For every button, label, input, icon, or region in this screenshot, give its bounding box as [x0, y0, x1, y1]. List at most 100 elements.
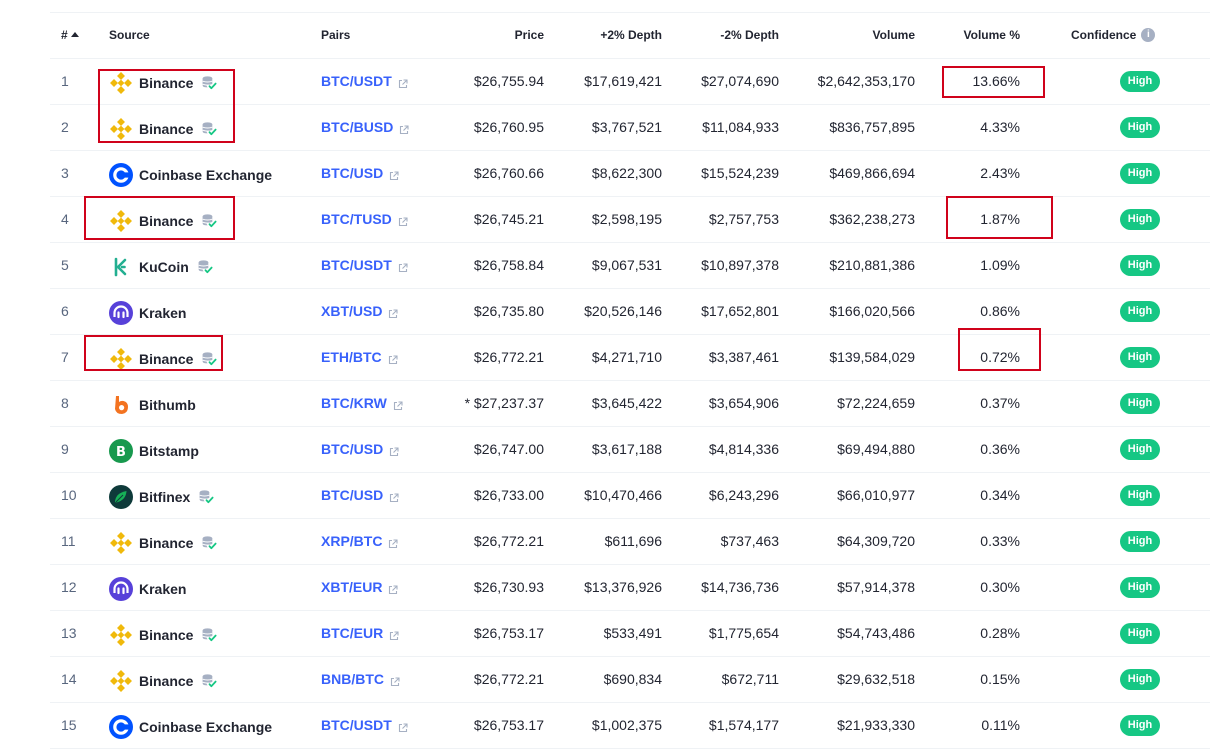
volume-column-header[interactable]: Volume [872, 28, 915, 42]
external-link-icon [389, 168, 399, 181]
pair-link[interactable]: BTC/TUSD [321, 211, 408, 227]
bitstamp-logo: B [109, 439, 133, 463]
confidence-badge: High [1120, 163, 1160, 184]
minus-depth-cell: $17,652,801 [701, 303, 779, 319]
volume-pct-cell: 1.87% [980, 211, 1020, 227]
pair-label: BTC/TUSD [321, 211, 392, 227]
confidence-badge: High [1120, 485, 1160, 506]
table-row: 6 Kraken XBT/USD $26,735.80 $20,526,146 $17,6… [50, 289, 1210, 335]
volume-pct-column-header[interactable]: Volume % [963, 28, 1020, 42]
source-column-header[interactable]: Source [109, 28, 150, 42]
plus-depth-column-header[interactable]: +2% Depth [600, 28, 662, 42]
pair-link[interactable]: BNB/BTC [321, 671, 400, 687]
pair-link[interactable]: XRP/BTC [321, 533, 399, 549]
plus-depth-cell: $3,767,521 [591, 119, 662, 135]
source-cell[interactable]: Binance [109, 347, 217, 371]
pair-label: BNB/BTC [321, 671, 384, 687]
pair-link[interactable]: BTC/KRW [321, 395, 403, 411]
volume-cell: $54,743,486 [837, 625, 915, 641]
plus-depth-cell: $10,470,466 [584, 487, 662, 503]
price-column-header[interactable]: Price [514, 28, 544, 42]
pair-link[interactable]: BTC/USDT [321, 257, 408, 273]
volume-pct-cell: 0.36% [980, 441, 1020, 457]
price-cell: $26,735.80 [473, 303, 544, 319]
pair-label: BTC/USD [321, 441, 384, 457]
source-cell[interactable]: Kraken [109, 301, 186, 325]
volume-cell: $21,933,330 [837, 717, 915, 733]
rank-cell: 7 [61, 349, 69, 365]
pair-link[interactable]: ETH/BTC [321, 349, 398, 365]
pair-link[interactable]: BTC/EUR [321, 625, 399, 641]
source-cell[interactable]: KuCoin [109, 255, 213, 279]
pair-link[interactable]: BTC/USDT [321, 717, 408, 733]
rank-cell: 10 [61, 487, 77, 503]
source-cell[interactable]: Bithumb [109, 393, 196, 417]
confidence-column-header[interactable]: Confidence i [1071, 28, 1156, 42]
pair-label: XRP/BTC [321, 533, 383, 549]
source-cell[interactable]: B Bitstamp [109, 439, 199, 463]
source-name: Coinbase Exchange [139, 719, 273, 735]
price-cell: $26,753.17 [473, 717, 544, 733]
pair-link[interactable]: BTC/BUSD [321, 119, 409, 135]
source-cell[interactable]: Binance [109, 669, 217, 693]
volume-cell: $836,757,895 [829, 119, 915, 135]
external-link-icon [389, 444, 399, 457]
pair-link[interactable]: XBT/USD [321, 303, 399, 319]
minus-depth-column-header[interactable]: -2% Depth [720, 28, 779, 42]
source-cell[interactable]: Binance [109, 117, 217, 141]
verified-database-icon [201, 673, 217, 689]
bithumb-logo [109, 393, 133, 417]
price-cell: $26,758.84 [473, 257, 544, 273]
volume-pct-cell: 4.33% [980, 119, 1020, 135]
confidence-badge: High [1120, 393, 1160, 414]
info-icon[interactable]: i [1141, 28, 1156, 42]
pairs-column-header[interactable]: Pairs [321, 28, 351, 42]
volume-cell: $362,238,273 [829, 211, 915, 227]
plus-depth-cell: $4,271,710 [591, 349, 662, 365]
source-cell[interactable]: Coinbase Exchange [109, 163, 272, 187]
price-cell: $26,733.00 [473, 487, 544, 503]
pair-link[interactable]: BTC/USD [321, 165, 399, 181]
source-name: Kraken [139, 305, 187, 321]
binance-logo [109, 117, 133, 141]
volume-pct-cell: 0.37% [980, 395, 1020, 411]
plus-depth-cell: $1,002,375 [591, 717, 662, 733]
price-cell: $26,772.21 [473, 533, 544, 549]
source-cell[interactable]: Coinbase Exchange [109, 715, 272, 739]
minus-depth-cell: $14,736,736 [701, 579, 779, 595]
pair-label: BTC/USD [321, 165, 384, 181]
pair-link[interactable]: XBT/EUR [321, 579, 399, 595]
source-cell[interactable]: Binance [109, 623, 217, 647]
pair-link[interactable]: BTC/USD [321, 487, 399, 503]
source-cell[interactable]: Binance [109, 209, 217, 233]
pair-label: ETH/BTC [321, 349, 382, 365]
verified-database-icon [201, 75, 217, 91]
kraken-logo [109, 577, 133, 601]
plus-depth-cell: $533,491 [603, 625, 662, 641]
price-cell: $26,760.95 [473, 119, 544, 135]
source-cell[interactable]: Binance [109, 71, 217, 95]
source-cell[interactable]: Bitfinex [109, 485, 214, 509]
plus-depth-cell: $8,622,300 [591, 165, 662, 181]
binance-logo [109, 347, 133, 371]
source-cell[interactable]: Binance [109, 531, 217, 555]
rank-cell: 13 [61, 625, 77, 641]
pair-link[interactable]: BTC/USD [321, 441, 399, 457]
price-cell: * $27,237.37 [464, 395, 544, 411]
rank-column-header[interactable]: # [61, 28, 79, 42]
pair-label: BTC/KRW [321, 395, 387, 411]
verified-database-icon [201, 121, 217, 137]
confidence-badge: High [1120, 71, 1160, 92]
source-cell[interactable]: Kraken [109, 577, 186, 601]
pair-link[interactable]: BTC/USDT [321, 73, 408, 89]
confidence-badge: High [1120, 209, 1160, 230]
table-row: 5 KuCoin BTC/USDT $26,758.84 $9,067,531 $10,8… [50, 243, 1210, 289]
volume-pct-cell: 0.28% [980, 625, 1020, 641]
price-cell: $26,760.66 [473, 165, 544, 181]
source-name: Bitstamp [139, 443, 199, 459]
minus-depth-cell: $737,463 [720, 533, 779, 549]
verified-database-icon [198, 489, 214, 505]
rank-cell: 1 [61, 73, 69, 89]
volume-pct-cell: 0.86% [980, 303, 1020, 319]
table-row: 14 Binance BNB/BTC $26,772.21 $690,834 $672,7… [50, 657, 1210, 703]
